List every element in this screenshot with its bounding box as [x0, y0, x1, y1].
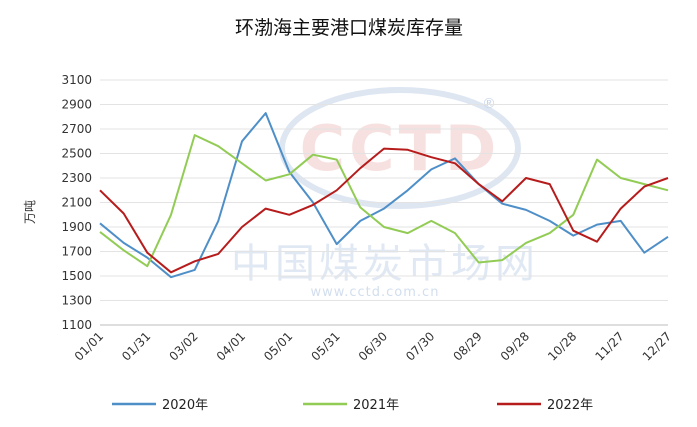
x-tick-label: 07/30 — [403, 329, 437, 363]
watermark-name: 中国煤炭市场网 — [231, 241, 539, 287]
series-line-2 — [99, 147, 669, 274]
y-axis-label: 万吨 — [23, 200, 37, 224]
x-tick-label: 04/01 — [214, 329, 248, 363]
y-tick-label: 2700 — [61, 122, 92, 136]
y-tick-label: 2500 — [61, 147, 92, 161]
x-tick-label: 01/31 — [119, 329, 153, 363]
legend-label: 2020年 — [162, 398, 208, 413]
legend-label: 2021年 — [353, 398, 399, 413]
y-tick-label: 2900 — [61, 98, 92, 112]
y-tick-label: 1900 — [61, 220, 92, 234]
series-line-1 — [99, 134, 669, 268]
x-tick-label: 05/31 — [308, 329, 342, 363]
grid — [100, 79, 668, 326]
x-tick-label: 05/01 — [261, 329, 295, 363]
x-tick-label: 08/29 — [450, 329, 484, 363]
x-tick-label: 10/28 — [545, 329, 579, 363]
y-tick-label: 2100 — [61, 196, 92, 210]
legend-label: 2022年 — [547, 398, 593, 413]
x-tick-label: 09/28 — [498, 329, 532, 363]
x-tick-label: 11/27 — [592, 329, 626, 363]
y-tick-label: 2300 — [61, 171, 92, 185]
y-tick-label: 1500 — [61, 269, 92, 283]
y-tick-label: 3100 — [61, 73, 92, 87]
y-tick-label: 1100 — [61, 318, 92, 332]
chart-title: 环渤海主要港口煤炭库存量 — [235, 17, 463, 39]
series-line-0 — [99, 112, 669, 279]
x-axis-ticks: 01/01 01/31 03/02 04/01 05/01 05/31 06/30 07/30… — [72, 329, 674, 363]
x-tick-label: 06/30 — [356, 329, 390, 363]
y-tick-label: 1300 — [61, 294, 92, 308]
y-tick-label: 1700 — [61, 245, 92, 259]
watermark: CCTD ® 中国煤炭市场网 www.cctd.com.cn — [231, 87, 539, 300]
x-tick-label: 01/01 — [72, 329, 106, 363]
watermark-ring — [279, 87, 521, 209]
watermark-url: www.cctd.com.cn — [311, 285, 440, 300]
legend: 2020年 2021年 2022年 — [112, 398, 593, 413]
x-tick-label: 03/02 — [166, 329, 200, 363]
plot-series — [99, 112, 669, 279]
y-axis-ticks: 1100 1300 1500 1700 1900 2100 2300 2500 2700 2900… — [61, 73, 92, 332]
x-tick-label: 12/27 — [640, 329, 674, 363]
